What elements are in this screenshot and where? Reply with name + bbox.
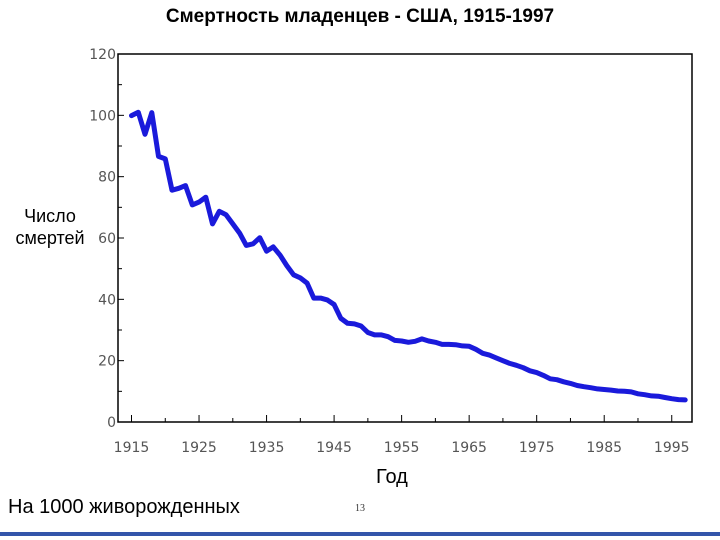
y-tick-label: 0	[107, 415, 116, 431]
plot-frame	[117, 53, 693, 423]
x-tick-label: 1915	[114, 440, 150, 456]
y-tick-labels: 0 20 40 60 80 100 120	[89, 47, 116, 431]
y-tick-label: 120	[89, 47, 116, 63]
x-tick-label: 1995	[654, 440, 690, 456]
x-tick-label: 1965	[451, 440, 487, 456]
infant-mortality-line	[129, 109, 688, 403]
x-tick-labels: 1915 1925 1935 1945 1955 1965 1975 1985 1995	[114, 440, 690, 456]
bottom-rule	[0, 532, 720, 536]
page-number: 13	[355, 503, 365, 514]
x-tick-label: 1955	[384, 440, 420, 456]
y-tick-label: 40	[98, 292, 116, 308]
y-tick-label: 80	[98, 170, 116, 186]
axis-ticks	[118, 53, 673, 423]
x-tick-label: 1945	[316, 440, 352, 456]
y-tick-label: 60	[98, 231, 116, 247]
x-axis-label: Год	[376, 466, 408, 488]
chart-title: Смертность младенцев - США, 1915-1997	[165, 6, 555, 27]
y-tick-label: 20	[98, 354, 116, 370]
x-tick-label: 1975	[519, 440, 555, 456]
x-tick-label: 1935	[249, 440, 285, 456]
x-tick-label: 1985	[586, 440, 622, 456]
footnote: На 1000 живорожденных	[8, 496, 240, 518]
y-axis-label: Число смертей	[2, 205, 98, 249]
y-tick-label: 100	[89, 108, 116, 124]
x-tick-label: 1925	[181, 440, 217, 456]
